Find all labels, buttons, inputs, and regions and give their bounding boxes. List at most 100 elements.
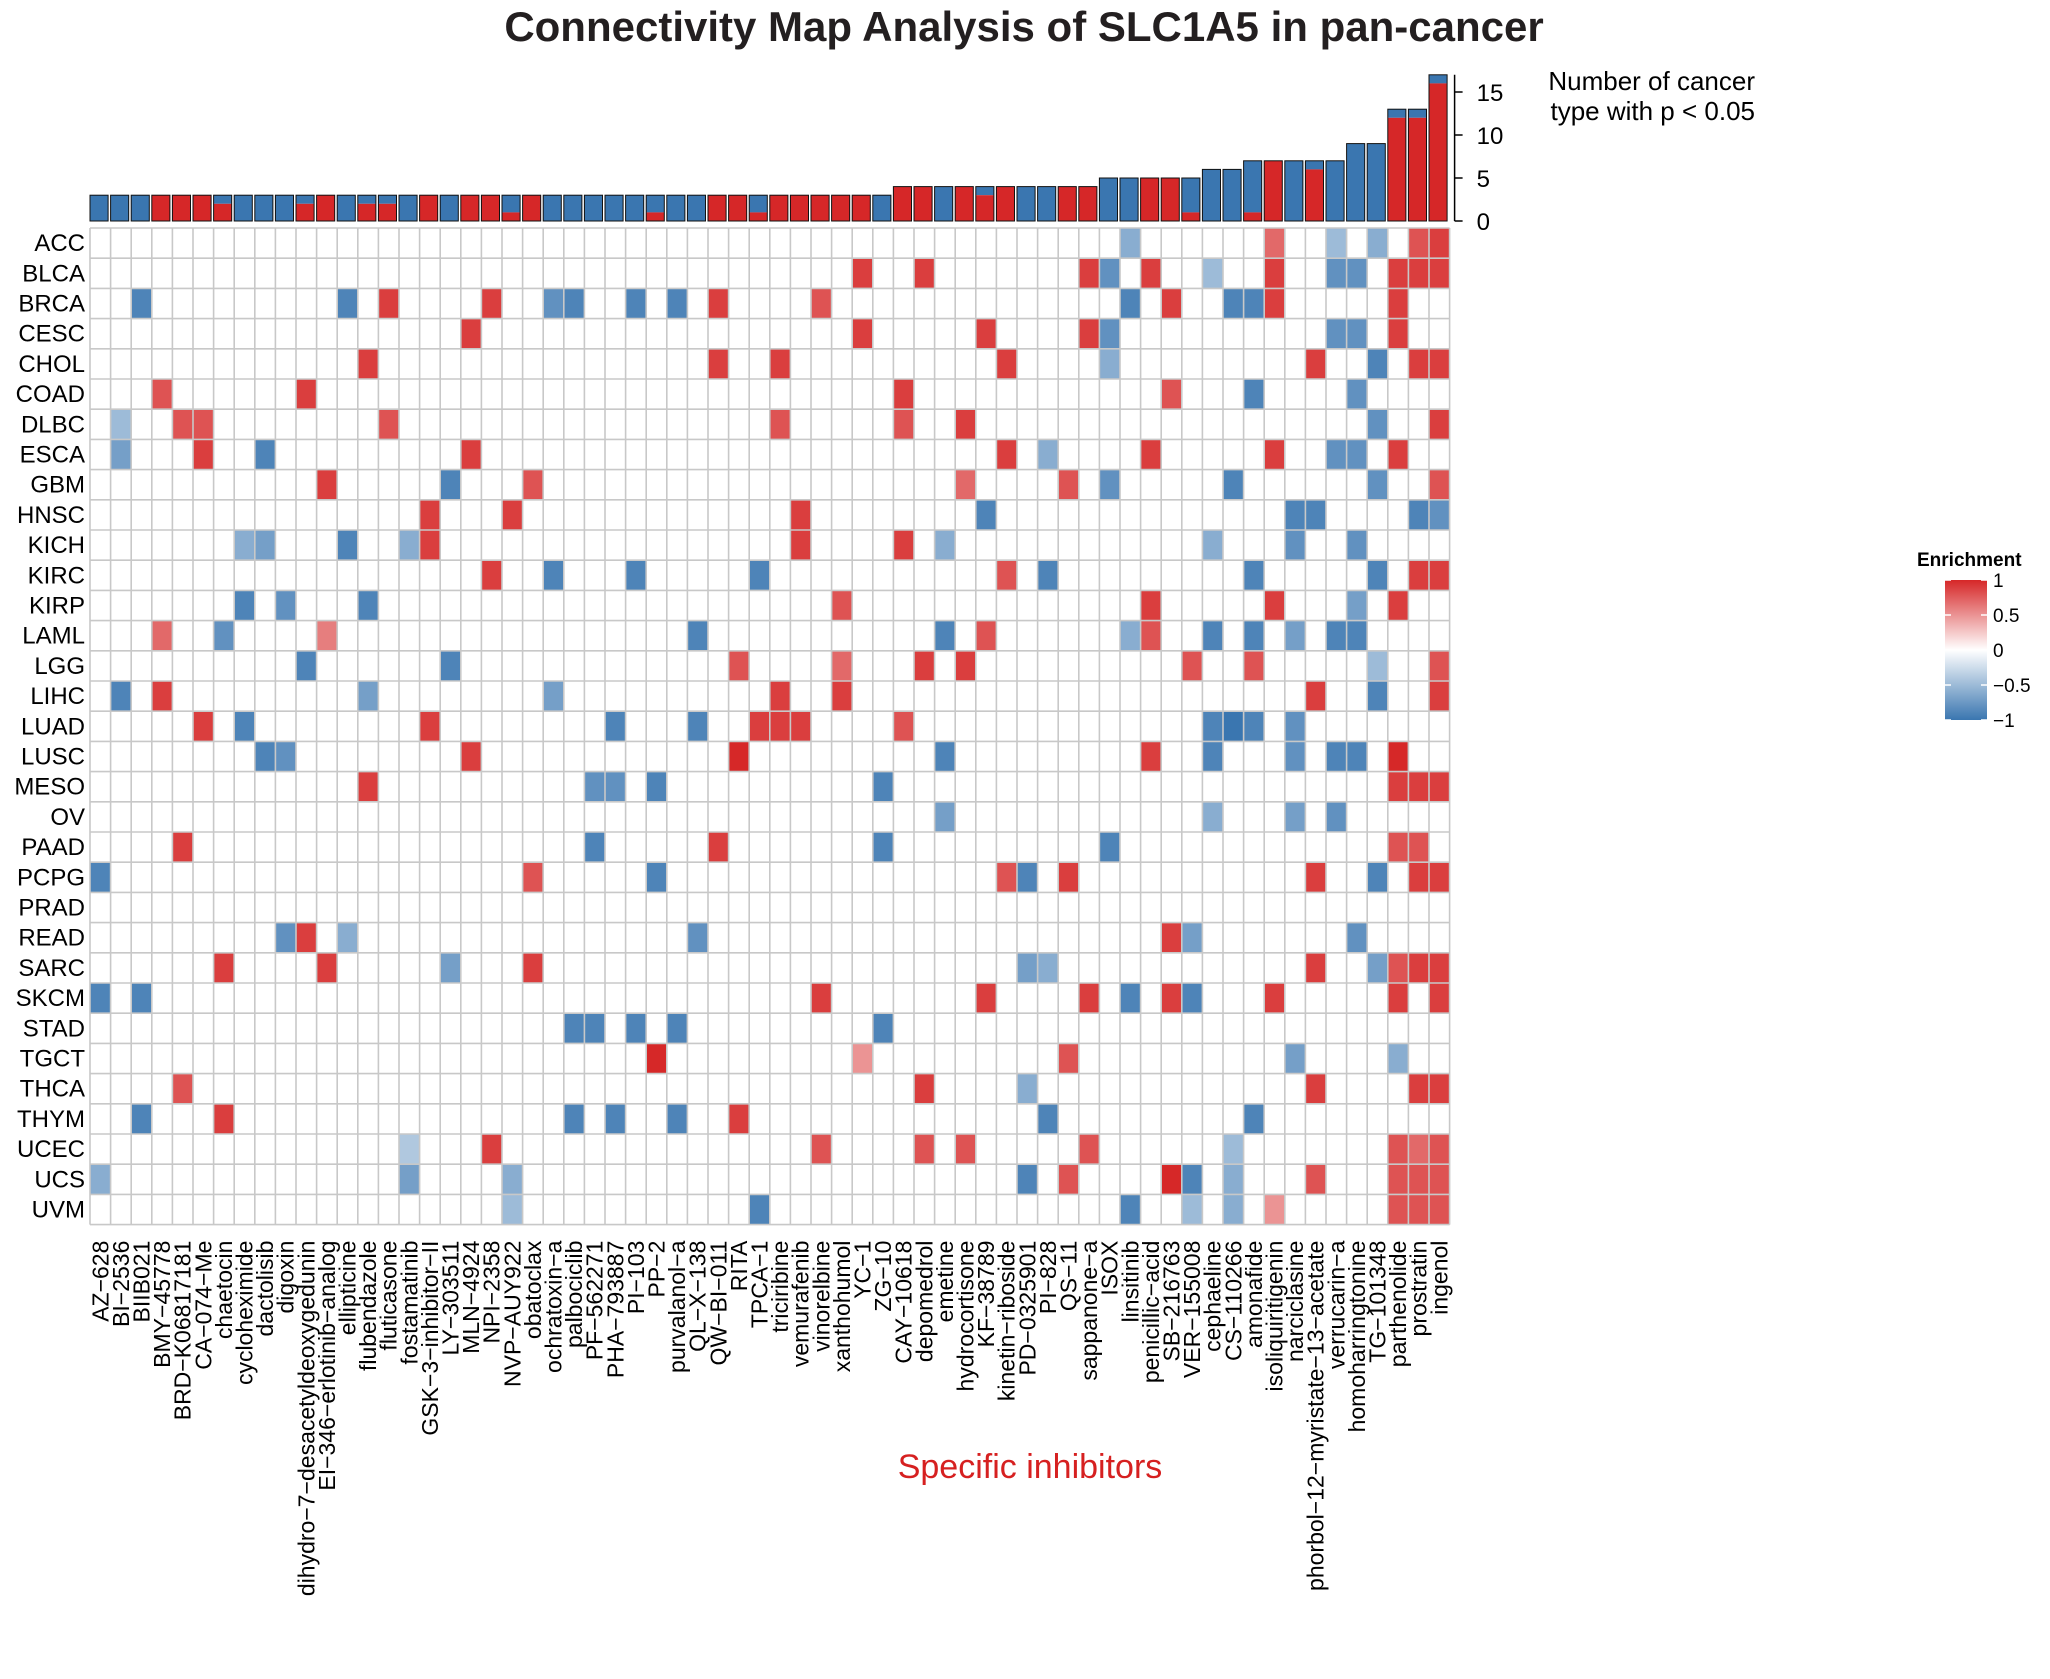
heatmap-cell xyxy=(172,832,193,863)
heatmap-cell xyxy=(151,620,173,651)
heatmap-cell xyxy=(1058,469,1079,500)
column-label: ellipticine xyxy=(335,1241,361,1336)
heatmap-cell xyxy=(811,1134,832,1165)
bar-outline xyxy=(501,194,521,222)
heatmap-cell xyxy=(1429,228,1450,259)
bar-negative xyxy=(1429,74,1448,84)
heatmap-cell xyxy=(811,983,832,1014)
column-label: kinetin−riboside xyxy=(994,1241,1020,1401)
bar-negative xyxy=(1243,160,1262,213)
bar-negative xyxy=(543,195,562,221)
column-label: triciribine xyxy=(767,1241,793,1333)
heatmap-cell xyxy=(749,560,770,591)
heatmap-cell xyxy=(1387,1043,1409,1074)
legend-color-bar xyxy=(1945,580,1987,720)
bar-outline xyxy=(1346,143,1366,222)
bar-outline xyxy=(316,194,336,222)
column-label: PP−2 xyxy=(644,1241,670,1298)
heatmap-cell xyxy=(625,288,647,319)
heatmap-cell xyxy=(1017,1164,1038,1195)
heatmap-cell xyxy=(1305,681,1326,712)
bar-positive xyxy=(646,212,665,221)
bar-outline xyxy=(213,194,233,222)
bar-negative xyxy=(872,195,891,221)
heatmap-cell xyxy=(934,530,956,561)
heatmap-cell xyxy=(1120,1194,1141,1225)
bar-outline xyxy=(975,186,995,222)
column-label: TPCA−1 xyxy=(747,1241,773,1329)
bar-negative xyxy=(687,195,706,221)
heatmap-cell xyxy=(1326,258,1347,289)
row-label: COAD xyxy=(16,381,85,408)
heatmap-cell xyxy=(852,1043,873,1074)
bar-outline xyxy=(1263,160,1283,222)
bar-negative xyxy=(378,195,397,204)
heatmap-cell xyxy=(749,711,770,742)
bar-outline xyxy=(1428,74,1448,222)
column-label: ISOX xyxy=(1097,1241,1123,1296)
row-label: THYM xyxy=(17,1106,85,1133)
heatmap-cell xyxy=(1387,1194,1409,1225)
heatmap-cell xyxy=(1243,379,1265,410)
heatmap-cell xyxy=(1264,288,1285,319)
heatmap-cell xyxy=(1120,228,1141,259)
heatmap-cell xyxy=(955,650,976,681)
bar-negative xyxy=(1367,143,1386,221)
heatmap-cell xyxy=(914,1073,935,1104)
bar-outline xyxy=(789,194,810,222)
column-label: emetine xyxy=(932,1241,958,1323)
heatmap-cell xyxy=(1429,258,1450,289)
bar-outline xyxy=(872,194,892,222)
heatmap-cell xyxy=(419,711,441,742)
heatmap-cell xyxy=(481,560,502,591)
row-label: TGCT xyxy=(20,1046,86,1073)
bar-positive xyxy=(1305,169,1324,221)
heatmap-cell xyxy=(1367,862,1388,893)
bar-outline xyxy=(377,194,397,222)
bar-positive xyxy=(811,195,830,221)
row-label: LUSC xyxy=(21,744,85,771)
bar-positive xyxy=(1140,178,1159,221)
heatmap-cell xyxy=(666,1103,688,1134)
bar-outline xyxy=(110,194,130,222)
heatmap-cell xyxy=(1202,801,1223,832)
heatmap-cell xyxy=(543,560,564,591)
bar-outline xyxy=(995,186,1016,222)
heatmap-cell xyxy=(1058,1164,1079,1195)
column-label: linsitinib xyxy=(1117,1241,1143,1323)
heatmap-cell xyxy=(1326,439,1347,470)
bar-negative xyxy=(1326,160,1345,221)
heatmap-cell xyxy=(1140,741,1162,772)
bar-positive xyxy=(460,195,479,221)
bar-negative xyxy=(563,195,582,221)
bar-negative xyxy=(1408,109,1427,118)
bar-negative xyxy=(625,195,644,221)
column-label: YC−1 xyxy=(850,1241,876,1299)
heatmap-cell xyxy=(296,650,317,681)
heatmap-cell xyxy=(563,1103,585,1134)
heatmap-cell xyxy=(1367,469,1388,500)
bar-positive xyxy=(172,195,191,221)
heatmap-cell xyxy=(234,530,255,561)
heatmap-cell xyxy=(481,1134,502,1165)
heatmap-cell xyxy=(213,620,235,651)
heatmap-cell xyxy=(914,650,935,681)
column-label: xanthohumol xyxy=(829,1241,855,1373)
heatmap-cell xyxy=(1305,348,1326,379)
bar-outline xyxy=(274,194,294,222)
heatmap-cell xyxy=(790,530,811,561)
heatmap-cell xyxy=(1326,228,1347,259)
heatmap-cell xyxy=(172,1073,193,1104)
heatmap-cell xyxy=(708,288,729,319)
row-label: PCPG xyxy=(17,864,85,891)
heatmap-cell xyxy=(1161,922,1182,953)
heatmap-cell xyxy=(1429,771,1450,802)
row-label: PAAD xyxy=(21,834,85,861)
bar-positive xyxy=(213,203,232,221)
bar-outline xyxy=(460,194,480,222)
bar-positive xyxy=(316,195,335,221)
heatmap-cell xyxy=(1429,650,1450,681)
column-label: PI−828 xyxy=(1035,1241,1061,1315)
heatmap-cell xyxy=(1429,1134,1450,1165)
row-label: BRCA xyxy=(18,291,85,318)
